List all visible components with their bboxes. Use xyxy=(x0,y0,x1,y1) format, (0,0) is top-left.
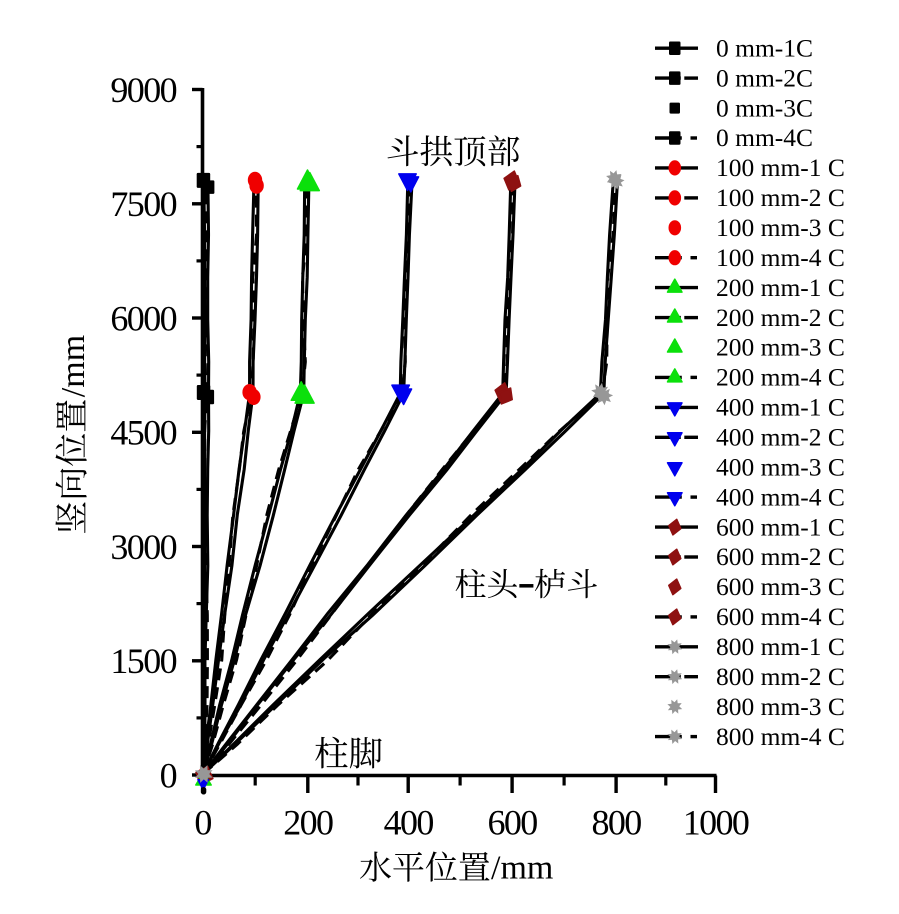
svg-text:100 mm-1 C: 100 mm-1 C xyxy=(716,153,845,182)
svg-text:600: 600 xyxy=(487,803,537,843)
svg-text:0: 0 xyxy=(160,755,177,795)
svg-text:3000: 3000 xyxy=(110,527,176,567)
svg-text:1000: 1000 xyxy=(683,803,749,843)
svg-text:200 mm-2 C: 200 mm-2 C xyxy=(716,303,845,332)
svg-text:800 mm-4 C: 800 mm-4 C xyxy=(716,722,845,751)
svg-text:4500: 4500 xyxy=(110,413,176,453)
svg-text:0 mm-4C: 0 mm-4C xyxy=(716,123,813,152)
svg-text:600 mm-2 C: 600 mm-2 C xyxy=(716,542,845,571)
svg-text:400 mm-4 C: 400 mm-4 C xyxy=(716,482,845,511)
svg-text:200 mm-4 C: 200 mm-4 C xyxy=(716,363,845,392)
svg-text:1500: 1500 xyxy=(110,641,176,681)
svg-text:600 mm-1 C: 600 mm-1 C xyxy=(716,512,845,541)
svg-text:100 mm-3 C: 100 mm-3 C xyxy=(716,213,845,242)
svg-text:400: 400 xyxy=(384,803,434,843)
svg-text:400 mm-2 C: 400 mm-2 C xyxy=(716,423,845,452)
svg-text:400 mm-1 C: 400 mm-1 C xyxy=(716,393,845,422)
svg-text:100 mm-4 C: 100 mm-4 C xyxy=(716,243,845,272)
svg-text:0 mm-3C: 0 mm-3C xyxy=(716,93,813,122)
svg-text:800 mm-1 C: 800 mm-1 C xyxy=(716,632,845,661)
svg-text:0 mm-2C: 0 mm-2C xyxy=(716,63,813,92)
svg-text:800: 800 xyxy=(591,803,641,843)
svg-text:/mm: /mm xyxy=(491,850,553,887)
svg-text:/mm: /mm xyxy=(55,335,92,397)
svg-text:0 mm-1C: 0 mm-1C xyxy=(716,33,813,62)
svg-text:200 mm-3 C: 200 mm-3 C xyxy=(716,333,845,362)
svg-text:100 mm-2 C: 100 mm-2 C xyxy=(716,183,845,212)
svg-text:800 mm-3 C: 800 mm-3 C xyxy=(716,692,845,721)
svg-text:600 mm-4 C: 600 mm-4 C xyxy=(716,602,845,631)
svg-text:600 mm-3 C: 600 mm-3 C xyxy=(716,572,845,601)
svg-text:6000: 6000 xyxy=(110,298,176,338)
svg-text:200 mm-1 C: 200 mm-1 C xyxy=(716,273,845,302)
svg-text:800 mm-2 C: 800 mm-2 C xyxy=(716,662,845,691)
svg-text:400 mm-3 C: 400 mm-3 C xyxy=(716,452,845,481)
svg-text:7500: 7500 xyxy=(110,184,176,224)
svg-text:9000: 9000 xyxy=(110,70,176,110)
svg-text:200: 200 xyxy=(283,803,333,843)
svg-text:0: 0 xyxy=(194,803,211,843)
